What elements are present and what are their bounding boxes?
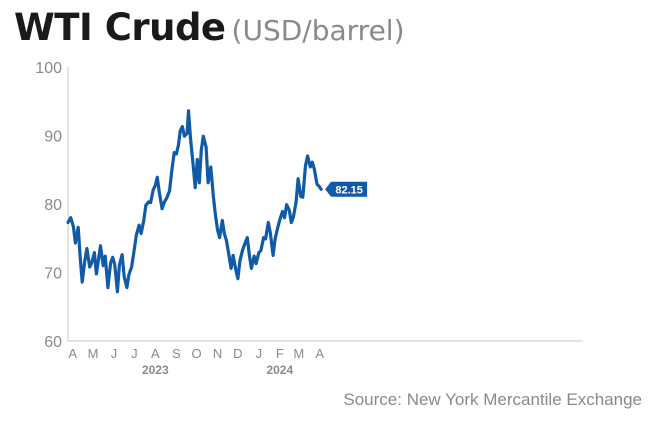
x-tick-label: D [233,346,242,361]
last-value-badge-shape [325,181,368,197]
last-value-label: 82.15 [335,184,363,196]
last-value-badge: 82.15 [325,181,368,197]
y-tick-label: 80 [44,197,62,214]
x-tick-label: A [68,346,77,361]
x-tick-label: J [131,346,138,361]
y-axis-ticks: 60 70 80 90 100 [35,60,62,351]
source-note: Source: New York Mercantile Exchange [343,390,642,409]
x-tick-label: J [111,346,118,361]
y-tick-label: 90 [44,129,62,146]
y-tick-label: 70 [44,266,62,283]
x-tick-label: A [151,346,160,361]
y-tick-label: 60 [44,334,62,351]
wti-price-line [66,109,323,294]
chart-title: WTI Crude [14,6,226,49]
x-tick-label: M [293,346,304,361]
x-tick-label: O [192,346,202,361]
year-label: 2024 [266,363,293,377]
x-tick-label: F [276,346,284,361]
x-tick-label: N [213,346,222,361]
x-tick-label: M [88,346,99,361]
year-label: 2023 [142,363,169,377]
x-tick-label: A [315,346,324,361]
x-tick-label: S [172,346,181,361]
y-tick-label: 100 [35,60,62,77]
chart-title-block: WTI Crude (USD/barrel) [14,6,405,49]
x-tick-label: J [256,346,263,361]
chart-subtitle: (USD/barrel) [231,14,405,47]
